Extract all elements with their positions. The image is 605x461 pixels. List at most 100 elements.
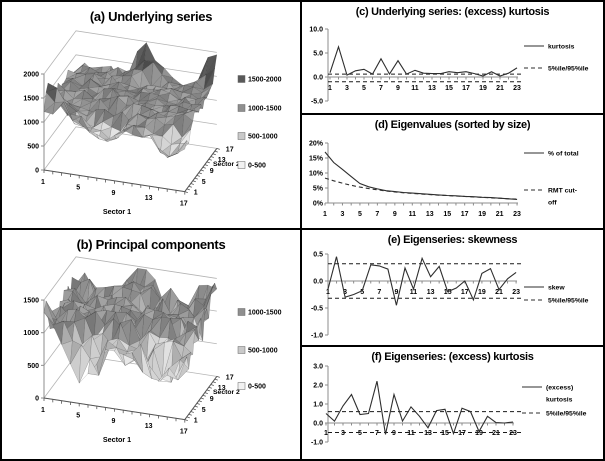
panel-a-title: (a) Underlying series bbox=[89, 9, 213, 24]
svg-text:5%: 5% bbox=[313, 185, 324, 192]
svg-text:13: 13 bbox=[145, 423, 153, 430]
svg-text:0.0: 0.0 bbox=[313, 420, 323, 427]
svg-text:15: 15 bbox=[441, 430, 449, 437]
svg-text:11: 11 bbox=[407, 430, 415, 437]
panel-principal-components: (b) Principal components 0 500 1000 1500 1 5 9… bbox=[2, 230, 300, 459]
sector2-axis-title: Sector 2 bbox=[213, 389, 240, 396]
svg-text:9: 9 bbox=[210, 396, 214, 403]
svg-text:1: 1 bbox=[324, 430, 328, 437]
panel-e-title: (e) Eigenseries: skewness bbox=[387, 234, 518, 246]
svg-text:23: 23 bbox=[509, 430, 517, 437]
c-plot: 10.05.00.0-5.01 3 5 7 9 11 13 15 17 19 21 23 bbox=[309, 26, 524, 105]
svg-text:skew: skew bbox=[548, 284, 565, 291]
line-chart-underlying-kurtosis: 10.05.00.0-5.01 3 5 7 9 11 13 15 17 19 21 23kurtosi… bbox=[309, 26, 589, 105]
svg-text:9: 9 bbox=[111, 190, 115, 197]
svg-text:20%: 20% bbox=[309, 140, 324, 147]
svg-text:% of total: % of total bbox=[548, 150, 579, 157]
svg-text:0.0: 0.0 bbox=[313, 278, 323, 285]
svg-text:0-500: 0-500 bbox=[248, 162, 266, 169]
svg-text:17: 17 bbox=[461, 211, 469, 218]
svg-text:500: 500 bbox=[27, 363, 39, 370]
sector1-axis-title: Sector 1 bbox=[103, 207, 131, 216]
e-plot: 0.50.0-0.5-1.01 3 5 7 9 11 13 15 17 19 21 23 bbox=[311, 251, 523, 339]
svg-text:9: 9 bbox=[393, 211, 397, 218]
svg-text:5.0: 5.0 bbox=[313, 50, 323, 57]
svg-text:9: 9 bbox=[111, 418, 115, 425]
svg-text:0%: 0% bbox=[313, 200, 324, 207]
svg-text:-0.5: -0.5 bbox=[311, 305, 323, 312]
svg-text:1500-2000: 1500-2000 bbox=[248, 76, 282, 83]
d-legend: % of total RMT cut-off bbox=[524, 150, 579, 206]
svg-text:0.0: 0.0 bbox=[313, 74, 323, 81]
svg-text:21: 21 bbox=[496, 85, 504, 92]
panel-d-title: (d) Eigenvalues (sorted by size) bbox=[374, 119, 531, 131]
svg-text:9: 9 bbox=[392, 430, 396, 437]
svg-text:0: 0 bbox=[35, 167, 39, 174]
svg-text:13: 13 bbox=[427, 289, 435, 296]
svg-text:500-1000: 500-1000 bbox=[248, 133, 278, 140]
svg-text:7: 7 bbox=[375, 430, 379, 437]
svg-text:5%ile/95%ile: 5%ile/95%ile bbox=[546, 410, 587, 417]
svg-text:17: 17 bbox=[180, 201, 188, 208]
svg-text:off: off bbox=[548, 199, 557, 206]
svg-text:10.0: 10.0 bbox=[309, 26, 323, 33]
panel-eigenvalues: (d) Eigenvalues (sorted by size) 20% 15% 1… bbox=[302, 115, 603, 230]
svg-text:0.5: 0.5 bbox=[313, 251, 323, 258]
svg-text:5: 5 bbox=[360, 289, 364, 296]
f-series--excess-kurtosis bbox=[325, 381, 514, 436]
line-chart-eigenseries-kurtosis: 3.02.01.00.0-1.01 3 5 7 9 11 13 15 17 19 21 23(exce… bbox=[311, 363, 587, 446]
svg-text:0: 0 bbox=[35, 395, 39, 402]
panel-c-title: (c) Underlying series: (excess) kurtosis bbox=[355, 6, 550, 18]
c-legend: kurtosis 5%ile/95%ile bbox=[524, 43, 589, 72]
svg-text:5%ile/95%ile: 5%ile/95%ile bbox=[548, 65, 589, 72]
svg-text:23: 23 bbox=[513, 211, 521, 218]
svg-text:5: 5 bbox=[358, 430, 362, 437]
svg-text:7: 7 bbox=[375, 211, 379, 218]
f-legend: (excess) kurtosis 5%ile/95%ile bbox=[522, 384, 587, 417]
svg-text:19: 19 bbox=[479, 85, 487, 92]
svg-text:-5.0: -5.0 bbox=[311, 98, 323, 105]
svg-text:5: 5 bbox=[76, 412, 80, 419]
svg-text:9: 9 bbox=[210, 168, 214, 175]
svg-text:17: 17 bbox=[180, 429, 188, 436]
panel-underlying-kurtosis: (c) Underlying series: (excess) kurtosis… bbox=[302, 2, 603, 115]
svg-text:1: 1 bbox=[194, 418, 198, 425]
svg-text:3: 3 bbox=[341, 211, 345, 218]
a-plot: 0 500 1000 1500 2000 bbox=[23, 30, 220, 195]
svg-text:15%: 15% bbox=[309, 155, 324, 162]
svg-text:13: 13 bbox=[426, 211, 434, 218]
panel-b-title: (b) Principal components bbox=[76, 237, 226, 252]
svg-text:2000: 2000 bbox=[23, 71, 39, 78]
panel-underlying-series: (a) Underlying series 0 500 1000 1500 2000 1 5… bbox=[2, 2, 300, 230]
svg-text:21: 21 bbox=[492, 430, 500, 437]
svg-text:3: 3 bbox=[341, 430, 345, 437]
svg-text:17: 17 bbox=[458, 430, 466, 437]
d-series-rmt-cut-off bbox=[324, 177, 518, 200]
svg-text:23: 23 bbox=[513, 85, 521, 92]
svg-text:kurtosis: kurtosis bbox=[548, 43, 575, 50]
svg-text:19: 19 bbox=[475, 430, 483, 437]
svg-text:15: 15 bbox=[443, 211, 451, 218]
panel-eigenseries-kurtosis: (f) Eigenseries: (excess) kurtosis 3.0 2.… bbox=[302, 347, 603, 459]
svg-text:13: 13 bbox=[145, 195, 153, 202]
svg-text:3: 3 bbox=[343, 289, 347, 296]
svg-text:1.0: 1.0 bbox=[313, 401, 323, 408]
b-surface bbox=[43, 267, 218, 384]
svg-text:11: 11 bbox=[410, 289, 418, 296]
svg-text:1: 1 bbox=[323, 211, 327, 218]
svg-text:10%: 10% bbox=[309, 170, 324, 177]
svg-text:-1.0: -1.0 bbox=[311, 439, 323, 446]
svg-text:9: 9 bbox=[394, 289, 398, 296]
right-column: (c) Underlying series: (excess) kurtosis… bbox=[302, 2, 603, 459]
svg-text:21: 21 bbox=[496, 211, 504, 218]
d-series-%-of-total bbox=[324, 151, 518, 200]
svg-text:17: 17 bbox=[462, 85, 470, 92]
svg-text:500: 500 bbox=[27, 143, 39, 150]
svg-text:19: 19 bbox=[478, 211, 486, 218]
svg-text:1000-1500: 1000-1500 bbox=[248, 105, 282, 112]
svg-text:17: 17 bbox=[226, 146, 234, 153]
